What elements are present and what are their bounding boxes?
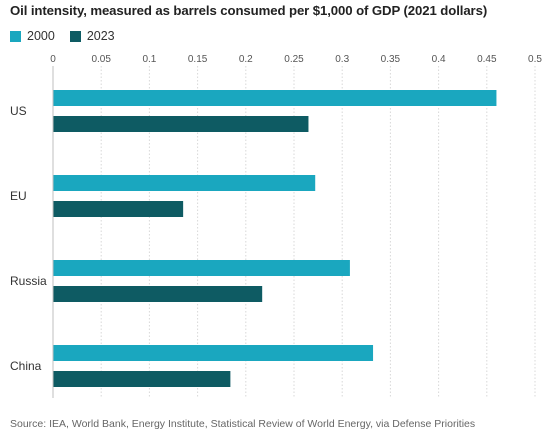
bar-russia-2000 <box>53 260 350 276</box>
x-tick-label: 0.4 <box>432 54 446 65</box>
bar-china-2023 <box>53 371 231 387</box>
bar-chart: 0 0.05 0.1 0.15 0.2 0.25 0.3 0.35 0.4 0.45 0.5 US EU… <box>10 54 542 398</box>
legend-swatch-2023 <box>69 30 81 42</box>
x-tick-label: 0.5 <box>528 54 542 65</box>
x-tick-label: 0 <box>50 54 56 65</box>
x-tick-label: 0.25 <box>284 54 304 65</box>
x-tick-label: 0.05 <box>91 54 111 65</box>
legend-swatch-2000 <box>10 30 21 42</box>
legend-item-2023: 2023 <box>69 29 115 43</box>
legend: 2000 2023 <box>10 29 130 43</box>
x-tick-label: 0.35 <box>381 54 401 65</box>
x-tick-label: 0.15 <box>188 54 208 65</box>
bar-eu-2000 <box>53 175 316 191</box>
bar-china-2000 <box>53 345 374 361</box>
legend-label-2023: 2023 <box>86 29 115 43</box>
chart-title: Oil intensity, measured as barrels consu… <box>10 3 488 18</box>
bar-russia-2023 <box>53 286 263 302</box>
x-tick-label: 0.2 <box>239 54 253 65</box>
category-label-us: US <box>10 104 27 118</box>
category-label-china: China <box>10 359 42 373</box>
bar-eu-2023 <box>53 201 184 217</box>
bar-us-2000 <box>53 90 497 106</box>
x-tick-label: 0.3 <box>335 54 349 65</box>
category-label-russia: Russia <box>10 274 47 288</box>
source-note: Source: IEA, World Bank, Energy Institut… <box>10 418 476 430</box>
x-tick-label: 0.1 <box>142 54 156 65</box>
x-tick-label: 0.45 <box>477 54 497 65</box>
category-label-eu: EU <box>10 189 27 203</box>
legend-item-2000: 2000 <box>10 29 55 43</box>
bar-us-2023 <box>53 116 309 132</box>
legend-label-2000: 2000 <box>27 29 55 43</box>
